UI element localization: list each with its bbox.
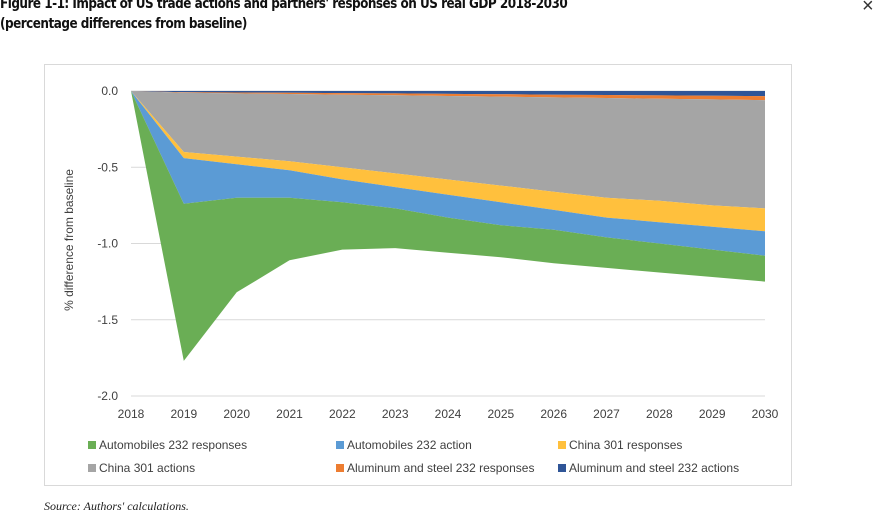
- legend-item: Automobiles 232 responses: [88, 438, 247, 452]
- source-note: Source: Authors' calculations.: [44, 499, 189, 513]
- legend-item: Aluminum and steel 232 actions: [558, 461, 739, 475]
- x-tick-labels: 2018 2019 2020 2021 2022 2023 2024 2025 2026 2027…: [118, 407, 779, 421]
- legend-swatch: [336, 441, 344, 449]
- y-axis-title: % difference from baseline: [62, 169, 76, 311]
- y-tick-label: 0.0: [101, 84, 118, 98]
- x-tick-label: 2020: [223, 407, 250, 421]
- y-tick-label: -1.5: [97, 313, 118, 327]
- area-aluminum-and-steel-232-actions: [131, 91, 765, 97]
- y-tick-labels: 0.0 -0.5 -1.0 -1.5 -2.0: [97, 84, 118, 403]
- x-tick-label: 2027: [593, 407, 620, 421]
- legend-swatch: [558, 464, 566, 472]
- x-tick-label: 2029: [699, 407, 726, 421]
- y-tick-label: -1.0: [97, 237, 118, 251]
- x-tick-label: 2019: [170, 407, 197, 421]
- area-series: [131, 91, 765, 361]
- figure-title-line1: Figure 1-1: Impact of US trade actions a…: [0, 0, 568, 12]
- x-tick-label: 2018: [118, 407, 145, 421]
- figure-title: Figure 1-1: Impact of US trade actions a…: [0, 0, 568, 34]
- legend-item: China 301 responses: [558, 438, 682, 452]
- x-tick-label: 2023: [382, 407, 409, 421]
- legend-label: China 301 responses: [569, 438, 683, 452]
- x-tick-label: 2025: [487, 407, 514, 421]
- legend-label: China 301 actions: [99, 461, 196, 475]
- area-automobiles-232-responses: [131, 91, 765, 361]
- area-china-301-responses: [131, 91, 765, 232]
- area-automobiles-232-action: [131, 91, 765, 256]
- chart-frame: [44, 64, 792, 486]
- close-icon[interactable]: ×: [862, 0, 874, 17]
- figure-title-line2: (percentage differences from baseline): [0, 16, 247, 32]
- legend-swatch: [88, 441, 96, 449]
- x-tick-label: 2028: [646, 407, 673, 421]
- x-tick-label: 2022: [329, 407, 356, 421]
- legend-swatch: [336, 464, 344, 472]
- legend-label: Aluminum and steel 232 responses: [347, 461, 535, 475]
- x-tick-label: 2026: [540, 407, 567, 421]
- legend-swatch: [558, 441, 566, 449]
- legend-item: China 301 actions: [88, 461, 195, 475]
- legend-label: Automobiles 232 responses: [99, 438, 248, 452]
- x-tick-label: 2024: [435, 407, 462, 421]
- legend-item: Automobiles 232 action: [336, 438, 472, 452]
- legend-swatch: [88, 464, 96, 472]
- x-tick-label: 2021: [276, 407, 303, 421]
- area-aluminum-and-steel-232-responses: [131, 91, 765, 101]
- area-china-301-actions: [131, 91, 765, 209]
- y-tick-label: -2.0: [97, 389, 118, 403]
- x-tick-label: 2030: [752, 407, 779, 421]
- y-tick-label: -0.5: [97, 160, 118, 174]
- legend-label: Aluminum and steel 232 actions: [569, 461, 740, 475]
- legend-item: Aluminum and steel 232 responses: [336, 461, 534, 475]
- legend-label: Automobiles 232 action: [347, 438, 472, 452]
